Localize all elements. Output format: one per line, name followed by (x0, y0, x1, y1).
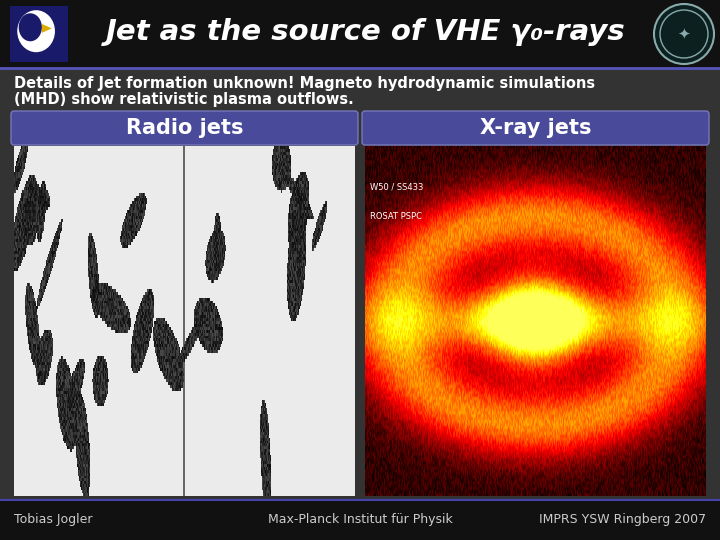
Text: ROSAT PSPC: ROSAT PSPC (371, 212, 423, 221)
Text: Details of Jet formation unknown! Magneto hydrodynamic simulations: Details of Jet formation unknown! Magnet… (14, 76, 595, 91)
Ellipse shape (17, 10, 55, 52)
Text: ✦: ✦ (678, 26, 690, 42)
Bar (0, 0, 720, 68)
FancyBboxPatch shape (11, 111, 358, 145)
Bar (14, 146, 355, 496)
Bar (10, 6, 68, 62)
Text: X-ray jets: X-ray jets (480, 118, 591, 138)
Circle shape (654, 4, 714, 64)
Bar (0, 500, 720, 540)
Bar (0, 68, 720, 500)
Text: W50 / SS433: W50 / SS433 (371, 183, 424, 192)
FancyBboxPatch shape (362, 111, 709, 145)
Text: Tobias Jogler: Tobias Jogler (14, 514, 92, 526)
Text: Max-Planck Institut für Physik: Max-Planck Institut für Physik (268, 514, 452, 526)
Ellipse shape (19, 14, 42, 41)
Text: IMPRS YSW Ringberg 2007: IMPRS YSW Ringberg 2007 (539, 514, 706, 526)
Polygon shape (42, 24, 52, 33)
Text: Radio jets: Radio jets (126, 118, 243, 138)
Text: (MHD) show relativistic plasma outflows.: (MHD) show relativistic plasma outflows. (14, 92, 354, 107)
Text: Jet as the source of VHE γ₀-rays: Jet as the source of VHE γ₀-rays (106, 18, 626, 46)
